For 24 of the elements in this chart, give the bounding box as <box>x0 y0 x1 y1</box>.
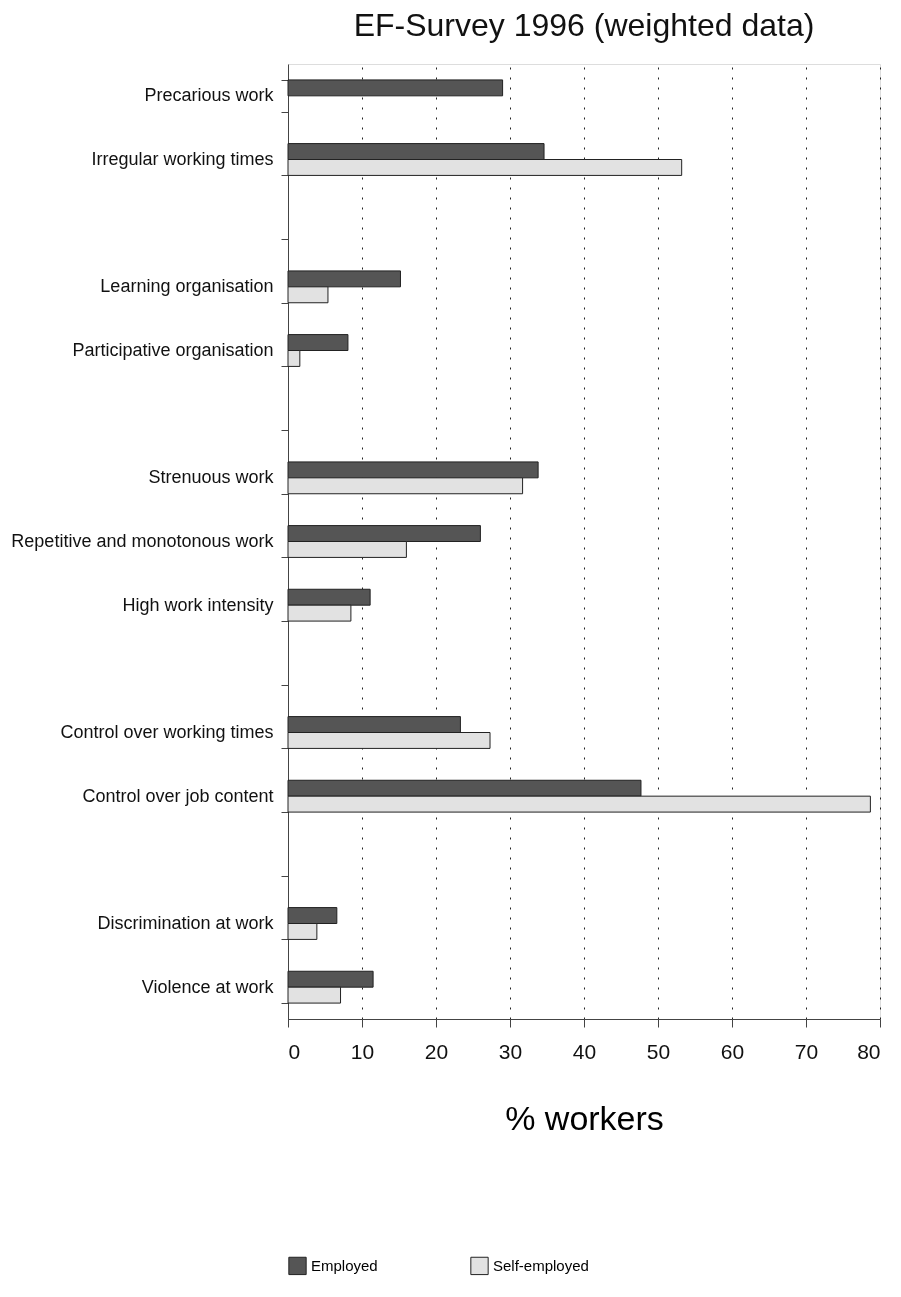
y-tick-label: Control over working times <box>60 722 274 742</box>
y-tick-label: Discrimination at work <box>97 913 275 933</box>
x-tick-label: 10 <box>350 1039 375 1063</box>
legend-label: Self-employed <box>493 1256 589 1274</box>
x-tick-label: 70 <box>794 1039 819 1063</box>
x-tick-label: 20 <box>424 1039 449 1063</box>
y-tick-label: Violence at work <box>141 976 275 997</box>
x-axis-title: % workers <box>505 1098 664 1137</box>
x-tick-label: 40 <box>572 1039 597 1063</box>
x-tick-label: 80 <box>857 1039 881 1063</box>
x-tick-label: 0 <box>288 1039 301 1063</box>
chart-title: EF-Survey 1996 (weighted data) <box>353 7 815 43</box>
y-tick-label: Irregular working times <box>91 149 274 169</box>
y-tick-label: Repetitive and monotonous work <box>11 531 275 551</box>
y-tick-label: Control over job content <box>82 785 274 806</box>
y-tick-label: Learning organisation <box>100 276 274 297</box>
x-tick-label: 60 <box>720 1039 745 1063</box>
x-tick-label: 50 <box>646 1039 671 1063</box>
y-tick-label: High work intensity <box>122 594 274 615</box>
x-tick-label: 30 <box>498 1039 523 1063</box>
y-tick-label: Participative organisation <box>72 340 274 360</box>
legend-label: Employed <box>311 1256 378 1274</box>
y-tick-label: Precarious work <box>144 85 275 106</box>
y-tick-label: Strenuous work <box>148 467 275 488</box>
